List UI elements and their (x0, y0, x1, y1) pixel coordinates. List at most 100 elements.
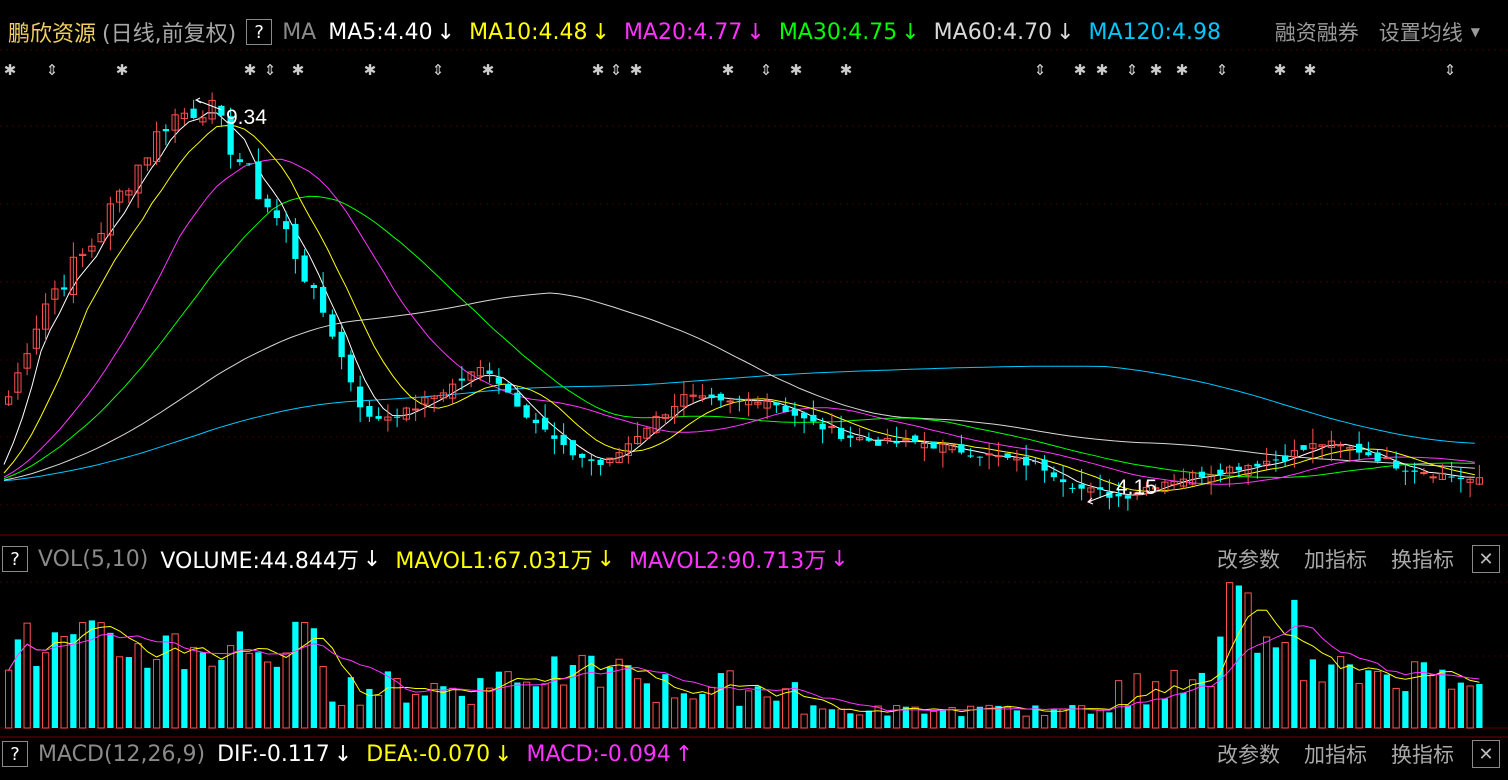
mavol1-value: MAVOL1:67.031万 (395, 549, 593, 574)
vol-bar-up (5, 669, 13, 729)
candle-up (125, 190, 133, 196)
candle-down (1356, 443, 1363, 453)
candle-down (162, 128, 169, 132)
vol-bar-down (569, 665, 576, 728)
vol-bar-down (1217, 636, 1224, 728)
candle-up (698, 395, 706, 399)
candle-up (153, 131, 161, 163)
vol-add-indicator-button[interactable]: 加指标 (1304, 548, 1367, 572)
candle-up (1327, 440, 1335, 448)
vol-bar-up (1059, 708, 1067, 729)
vol-bar-down (1032, 705, 1039, 728)
candle-down (366, 406, 373, 417)
macd-close-icon[interactable]: ✕ (1472, 740, 1500, 768)
vol-bar-down (1069, 705, 1076, 728)
candle-up (1466, 478, 1474, 483)
vol-bar-up (393, 678, 401, 729)
vol-bar-up (893, 705, 901, 729)
vol-bar-up (430, 682, 438, 729)
vol-bar-up (911, 706, 919, 729)
candle-down (542, 417, 549, 430)
dif-arrow: ↓ (333, 741, 353, 767)
vol-bar-up (79, 622, 87, 729)
candle-up (1309, 443, 1317, 449)
vol-bar-up (486, 687, 494, 729)
volume-arrow: ↓ (362, 546, 382, 572)
star-marker-icon: ✱ (1176, 61, 1189, 79)
vol-bar-up (634, 678, 642, 729)
vol-bar-up (523, 681, 531, 729)
macd-add-indicator-button[interactable]: 加指标 (1304, 743, 1367, 767)
vol-bar-down (125, 657, 132, 728)
candle-down (958, 444, 965, 453)
vol-bar-down (662, 674, 669, 728)
star-marker-icon: ✱ (364, 61, 377, 79)
up-down-marker-icon: ⇕ (610, 61, 623, 79)
period-label[interactable]: (日线,前复权) (102, 22, 237, 47)
set-ma-button[interactable]: 设置均线 (1378, 21, 1463, 45)
vol-bar-down (70, 634, 77, 728)
candle-down (338, 331, 345, 358)
candle-up (1207, 474, 1215, 483)
macd-help-button[interactable]: ? (2, 741, 28, 767)
candle-up (689, 394, 697, 397)
candle-down (1115, 493, 1122, 497)
indicator-name[interactable]: MA (282, 19, 317, 45)
ma30-value: MA30:4.75 (778, 19, 898, 45)
vol-bar-up (1355, 683, 1363, 729)
vol-bar-down (643, 683, 650, 728)
margin-trading-button[interactable]: 融资融券 (1274, 21, 1359, 45)
candle-up (902, 439, 910, 442)
macd-indicator-name[interactable]: MACD(12,26,9) (38, 741, 206, 767)
vol-indicator-name[interactable]: VOL(5,10) (38, 546, 149, 572)
candle-down (246, 163, 253, 165)
up-down-marker-icon: ⇕ (1444, 61, 1457, 79)
macd-switch-indicator-button[interactable]: 换指标 (1391, 743, 1454, 767)
vol-bar-down (1087, 713, 1094, 728)
high-label: 9.34 (226, 106, 267, 129)
vol-bar-down (329, 701, 336, 728)
candle-up (948, 444, 956, 451)
up-down-marker-icon: ⇕ (264, 61, 277, 79)
vol-close-icon[interactable]: ✕ (1472, 545, 1500, 573)
vol-bar-up (504, 671, 512, 729)
vol-change-params-button[interactable]: 改参数 (1217, 548, 1280, 572)
star-marker-icon: ✱ (722, 61, 735, 79)
vol-bar-down (514, 682, 521, 728)
vol-bar-down (236, 631, 243, 728)
vol-bar-up (1244, 592, 1252, 729)
candle-up (745, 398, 753, 406)
vol-switch-indicator-button[interactable]: 换指标 (1391, 548, 1454, 572)
candle-down (532, 419, 539, 424)
vol-bar-up (819, 708, 827, 729)
dropdown-caret-icon[interactable]: ▼ (1470, 25, 1480, 39)
vol-bar-up (856, 714, 864, 729)
candle-up (763, 399, 771, 409)
vol-bar-up (1152, 681, 1160, 729)
macd-change-params-button[interactable]: 改参数 (1217, 743, 1280, 767)
candle-up (1475, 477, 1483, 485)
vol-bar-up (837, 708, 845, 729)
candle-down (1041, 459, 1048, 471)
stock-name[interactable]: 鹏欣资源 (8, 22, 97, 47)
vol-bar-down (1013, 710, 1020, 728)
candle-down (1078, 484, 1085, 489)
candle-up (199, 117, 207, 123)
vol-bar-up (134, 643, 142, 729)
help-button[interactable]: ? (246, 19, 273, 45)
candle-down (1235, 466, 1242, 471)
candle-down (1106, 491, 1113, 498)
candle-up (1438, 472, 1446, 481)
vol-bar-down (366, 688, 373, 728)
low-label: 4.15 (1116, 476, 1157, 499)
vol-help-button[interactable]: ? (2, 546, 28, 572)
macd-value: MACD:-0.094 (526, 741, 671, 767)
candle-down (560, 434, 567, 445)
vol-bar-up (190, 646, 198, 729)
candle-up (1152, 487, 1160, 490)
ma30-arrow: ↓ (901, 19, 920, 45)
vol-bar-up (874, 705, 882, 729)
vol-bar-down (1180, 692, 1187, 728)
vol-bar-up (264, 661, 272, 729)
